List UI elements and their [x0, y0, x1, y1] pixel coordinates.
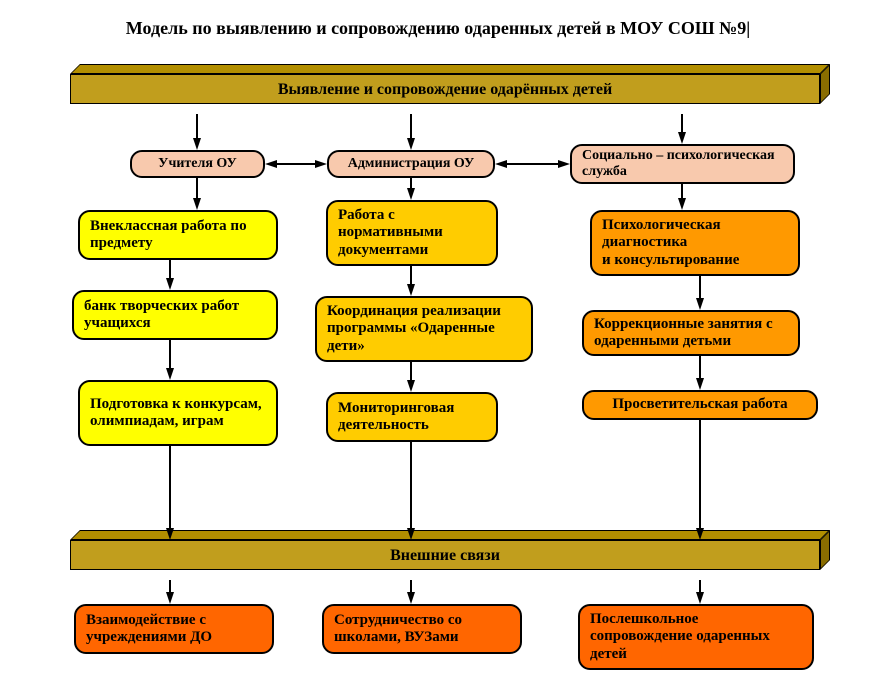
- node-n_g1: Работа с нормативными документами: [326, 200, 498, 266]
- header-bar-top: [70, 64, 830, 74]
- node-n_o1: Психологическая диагностикаи консультиро…: [590, 210, 800, 276]
- node-n_b2: Сотрудничество со школами, ВУЗами: [322, 604, 522, 654]
- node-n_y3: Подготовка к конкурсам, олимпиадам, игра…: [78, 380, 278, 446]
- node-n_y1: Внеклассная работа по предмету: [78, 210, 278, 260]
- node-n_sps: Социально – психологическая служба: [570, 144, 795, 184]
- node-n_teachers: Учителя ОУ: [130, 150, 265, 178]
- node-n_y2: банк творческих работ учащихся: [72, 290, 278, 340]
- node-n_o3: Просветительская работа: [582, 390, 818, 420]
- footer-bar-top: [70, 530, 830, 540]
- node-n_b3: Послешкольное сопровождение одаренных де…: [578, 604, 814, 670]
- node-n_admin: Администрация ОУ: [327, 150, 495, 178]
- node-n_b1: Взаимодействие с учреждениями ДО: [74, 604, 274, 654]
- edge-arrow: [483, 152, 582, 176]
- node-n_o2: Коррекционные занятия с одаренными детьм…: [582, 310, 800, 356]
- node-n_g3: Мониторинговая деятельность: [326, 392, 498, 442]
- diagram-title: Модель по выявлению и сопровождению одар…: [0, 18, 876, 39]
- flowchart-stage: Модель по выявлению и сопровождению одар…: [0, 0, 876, 692]
- footer-bar: Внешние связи: [70, 540, 820, 570]
- node-n_g2: Координация реализациипрограммы «Одаренн…: [315, 296, 533, 362]
- header-bar: Выявление и сопровождение одарённых дете…: [70, 74, 820, 104]
